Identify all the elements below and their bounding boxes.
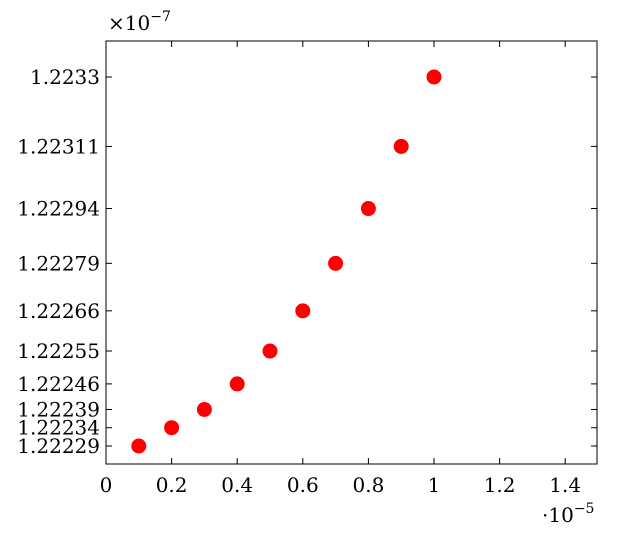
y-tick-label: 1.22294 — [17, 197, 100, 221]
y-tick-label: 1.22311 — [17, 134, 100, 158]
data-point — [196, 401, 212, 417]
data-point — [360, 201, 376, 217]
data-points — [131, 69, 442, 454]
y-tick-label: 1.22255 — [17, 339, 100, 363]
x-multiplier: ·10−5 — [542, 501, 594, 527]
x-tick-label: 0.8 — [352, 473, 384, 497]
x-multiplier-base: ·10 — [542, 503, 574, 527]
y-tick-label: 1.22246 — [17, 372, 100, 396]
x-tick-label: 1 — [428, 473, 441, 497]
data-point — [229, 376, 245, 392]
y-tick-label: 1.22239 — [17, 397, 100, 421]
x-tick-label: 0 — [100, 473, 113, 497]
y-tick-label: 1.22266 — [17, 299, 100, 323]
data-point — [328, 255, 344, 271]
y-multiplier-exponent: −7 — [150, 9, 171, 25]
x-tick-label: 0.6 — [287, 473, 319, 497]
data-point — [426, 69, 442, 85]
x-tick-label: 0.4 — [221, 473, 253, 497]
y-multiplier-base: ×10 — [108, 11, 150, 35]
data-point — [164, 420, 180, 436]
x-tick-label: 1.2 — [484, 473, 516, 497]
x-multiplier-exponent: −5 — [574, 501, 595, 517]
y-tick-label: 1.2233 — [30, 65, 100, 89]
data-point — [131, 438, 147, 454]
y-tick-label: 1.22279 — [17, 251, 100, 275]
y-tick-label: 1.22229 — [17, 434, 100, 458]
x-axis: 0 0.2 0.4 0.6 0.8 1 1.2 1.4 — [100, 41, 581, 497]
y-tick-label: 1.22234 — [17, 416, 100, 440]
x-tick-label: 1.4 — [549, 473, 581, 497]
plot-frame — [105, 40, 598, 465]
data-point — [295, 303, 311, 319]
y-multiplier: ×10−7 — [108, 9, 171, 35]
data-point — [262, 343, 278, 359]
x-tick-label: 0.2 — [156, 473, 188, 497]
data-point — [393, 138, 409, 154]
